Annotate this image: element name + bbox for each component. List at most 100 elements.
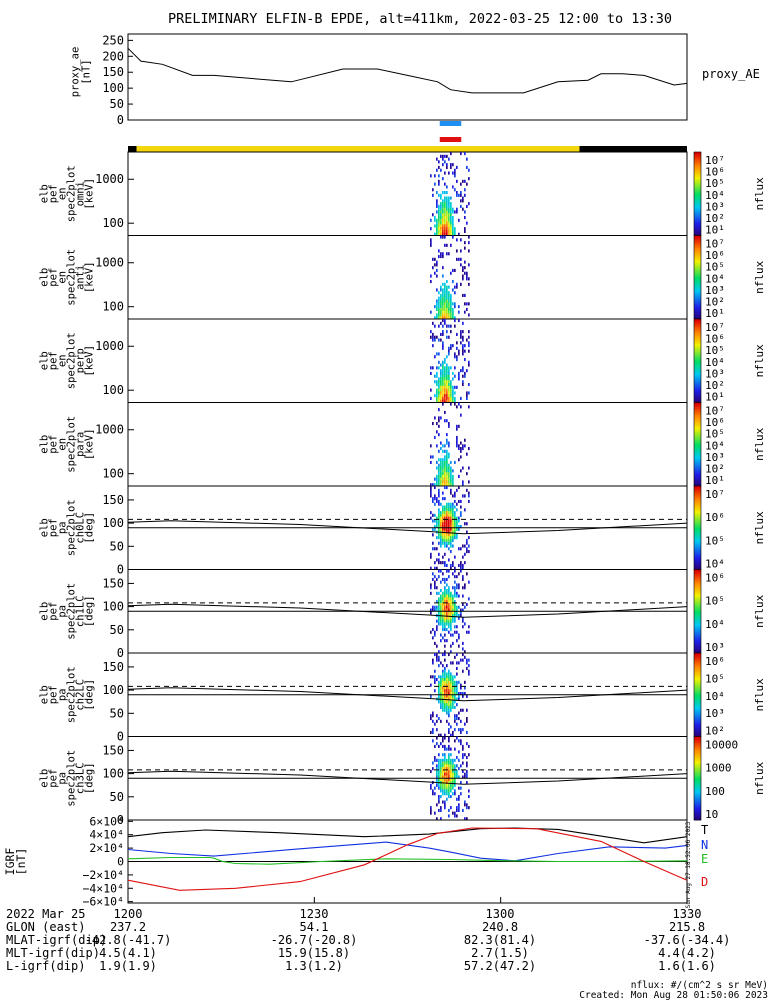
spectrogram-cell — [462, 694, 464, 698]
spectrogram-cell — [436, 380, 438, 384]
spectrogram-cell — [454, 728, 456, 732]
spectrogram-cell — [440, 661, 442, 665]
colorbar-tick-label: 10⁵ — [705, 672, 725, 685]
colorbar-segment — [694, 582, 701, 585]
spectrogram-cell — [464, 227, 466, 231]
spectrogram-cell — [466, 522, 468, 526]
spectrogram-cell — [446, 163, 448, 167]
spectrogram-cell — [446, 778, 448, 782]
spectrogram-cell — [456, 435, 458, 439]
spectrogram-cell — [452, 396, 454, 400]
spectrogram-cell — [446, 628, 448, 632]
spectrogram-cell — [446, 577, 448, 581]
colorbar-segment — [694, 222, 701, 226]
spectrogram-cell — [444, 744, 446, 748]
spectrogram-cell — [468, 344, 470, 348]
spectrogram-cell — [454, 229, 456, 233]
spectrogram-cell — [452, 675, 454, 679]
spectrogram-cell — [448, 730, 450, 734]
spectrogram-cell — [450, 605, 452, 609]
spectrogram-cell — [462, 330, 464, 334]
spectrogram-cell — [448, 291, 450, 295]
spectrogram-cell — [446, 675, 448, 679]
spectrogram-cell — [446, 455, 448, 459]
spectrogram-cell — [450, 525, 452, 529]
spectrogram-cell — [446, 316, 448, 320]
spectrogram-cell — [444, 388, 446, 392]
spectrogram-cell — [466, 274, 468, 278]
spectrogram-cell — [440, 232, 442, 236]
spectrogram-cell — [446, 711, 448, 715]
colorbar-segment — [694, 264, 701, 268]
spectrogram-cell — [438, 758, 440, 762]
spectrogram-cell — [448, 622, 450, 626]
spectrogram-cell — [444, 628, 446, 632]
spectrogram-cell — [446, 505, 448, 509]
colorbar-segment — [694, 544, 701, 547]
colorbar-segment — [694, 788, 701, 792]
spectrogram-cell — [438, 764, 440, 768]
spectrogram-cell — [434, 547, 436, 551]
spectrogram-cell — [450, 399, 452, 403]
spectrogram-cell — [450, 204, 452, 208]
colorbar-segment — [694, 327, 701, 330]
spectrogram-cell — [438, 513, 440, 517]
panel-ylabel-line: [keV] — [84, 428, 96, 460]
spectrogram-cell — [462, 808, 464, 812]
spectrogram-cell — [436, 480, 438, 484]
spectrogram-cell — [466, 391, 468, 395]
spectrogram-cell — [454, 366, 456, 370]
colorbar-segment — [694, 492, 701, 495]
spectrogram-cell — [438, 483, 440, 487]
spectrogram-cell — [438, 193, 440, 197]
spectrogram-cell — [446, 460, 448, 464]
spectrogram-cell — [462, 335, 464, 339]
spectrogram-cell — [450, 227, 452, 231]
colorbar-segment — [694, 408, 701, 412]
spectrogram-cell — [444, 733, 446, 737]
spectrogram-cell — [430, 243, 432, 247]
colorbar-tick-label: 10⁶ — [705, 655, 725, 668]
spectrogram-cell — [440, 502, 442, 506]
spectrogram-cell — [436, 783, 438, 787]
indicator-bar-0 — [439, 121, 462, 126]
spectrogram-cell — [460, 193, 462, 197]
igrf-series-T — [127, 827, 688, 844]
spectrogram-cell — [446, 694, 448, 698]
spectrogram-cell — [442, 232, 444, 236]
spectrogram-cell — [456, 689, 458, 693]
spectrogram-cell — [436, 305, 438, 309]
spectrogram-cell — [450, 474, 452, 478]
spectrogram-cell — [448, 538, 450, 542]
spectrogram-cell — [442, 533, 444, 537]
spectrogram-cell — [456, 736, 458, 740]
spectrogram-cell — [448, 380, 450, 384]
spectrogram-cell — [466, 761, 468, 765]
colorbar-tick-label: 10⁴ — [705, 618, 725, 631]
colorbar-tick-label: 10⁷ — [705, 238, 725, 251]
spectrogram-cell — [462, 728, 464, 732]
spectrogram-cell — [466, 277, 468, 281]
spectrogram-cell — [446, 302, 448, 306]
spectrogram-cell — [436, 678, 438, 682]
spectrogram-cell — [446, 202, 448, 206]
colorbar-segment — [694, 815, 701, 819]
spectrogram-cell — [448, 335, 450, 339]
spectrogram-cell — [462, 669, 464, 673]
colorbar-tick-label: 10³ — [705, 200, 725, 213]
spectrogram-cell — [434, 232, 436, 236]
spectrogram-cell — [464, 188, 466, 192]
colorbar-segment — [694, 344, 701, 347]
spectrogram-cell — [442, 611, 444, 615]
spectrogram-cell — [442, 761, 444, 765]
colorbar-tick-label: 10¹ — [705, 474, 725, 487]
spectrogram-cell — [442, 177, 444, 181]
spectrogram-cell — [440, 391, 442, 395]
spectrogram-cell — [456, 814, 458, 818]
spectrogram-cell — [452, 781, 454, 785]
spectrogram-cell — [446, 614, 448, 618]
spectrogram-cell — [446, 185, 448, 189]
spectrogram-cell — [462, 266, 464, 270]
spectrogram-cell — [442, 672, 444, 676]
